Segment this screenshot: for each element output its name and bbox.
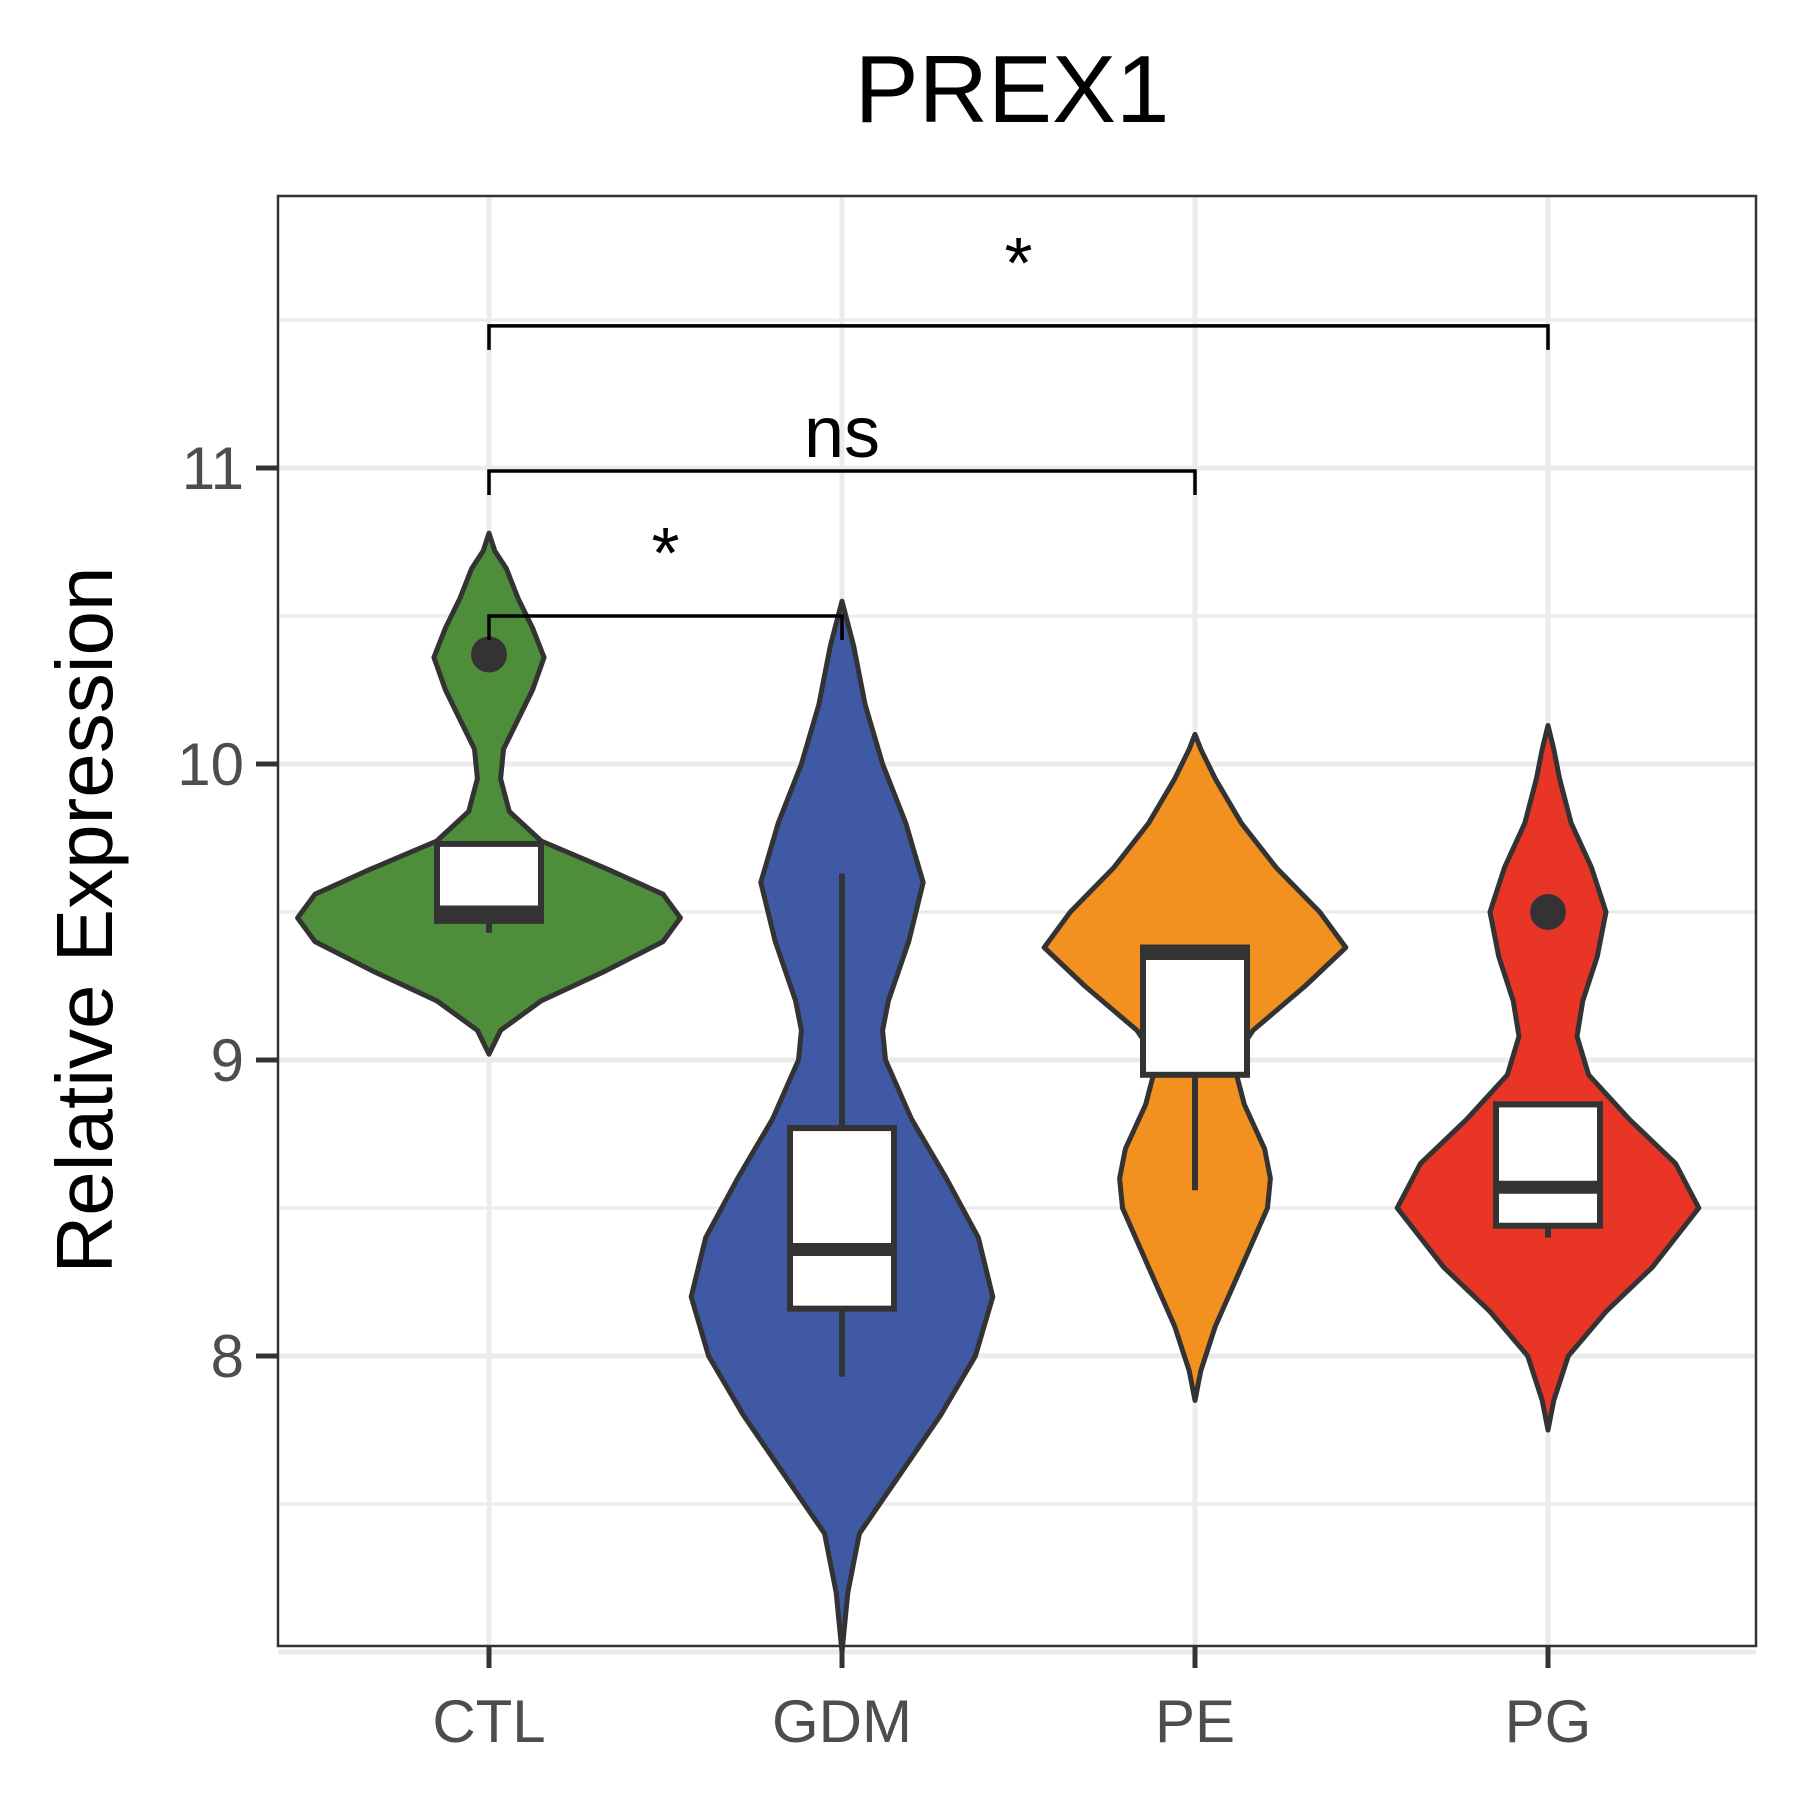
y-tick-label: 11: [182, 435, 244, 502]
bracket-ctl-pe: [487, 469, 1197, 495]
violin-pg: [1394, 723, 1702, 1433]
box-gdm: [787, 1125, 897, 1312]
box-pg: [1493, 1101, 1603, 1229]
outlier-point-ctl: [471, 636, 507, 673]
chart-title: PREX1: [855, 36, 1170, 143]
panel-border: [276, 194, 1758, 1648]
significance-label: ns: [804, 393, 880, 473]
y-tick-label: 8: [211, 1323, 244, 1390]
x-tick-label: PE: [1155, 1688, 1235, 1755]
y-tick-label: 10: [177, 731, 244, 798]
y-tick-label: 9: [211, 1027, 244, 1094]
axes: 8 9 10 11 CTL GDM PE PG: [177, 435, 1591, 1755]
x-tick-label: PG: [1505, 1688, 1592, 1755]
violin-ctl: [295, 530, 683, 1057]
outlier-point-pg: [1530, 894, 1566, 930]
bracket-ctl-pg: [487, 324, 1550, 350]
significance-label: *: [1004, 224, 1032, 304]
bracket-ctl-gdm: [487, 614, 844, 640]
boxplots: [434, 636, 1603, 1377]
significance-brackets: * ns *: [487, 224, 1550, 640]
y-axis-label: Relative Expression: [40, 567, 129, 1274]
x-tick-label: CTL: [432, 1688, 545, 1755]
x-tick-label: GDM: [772, 1688, 912, 1755]
significance-label: *: [651, 514, 679, 594]
box-pe: [1140, 944, 1250, 1078]
